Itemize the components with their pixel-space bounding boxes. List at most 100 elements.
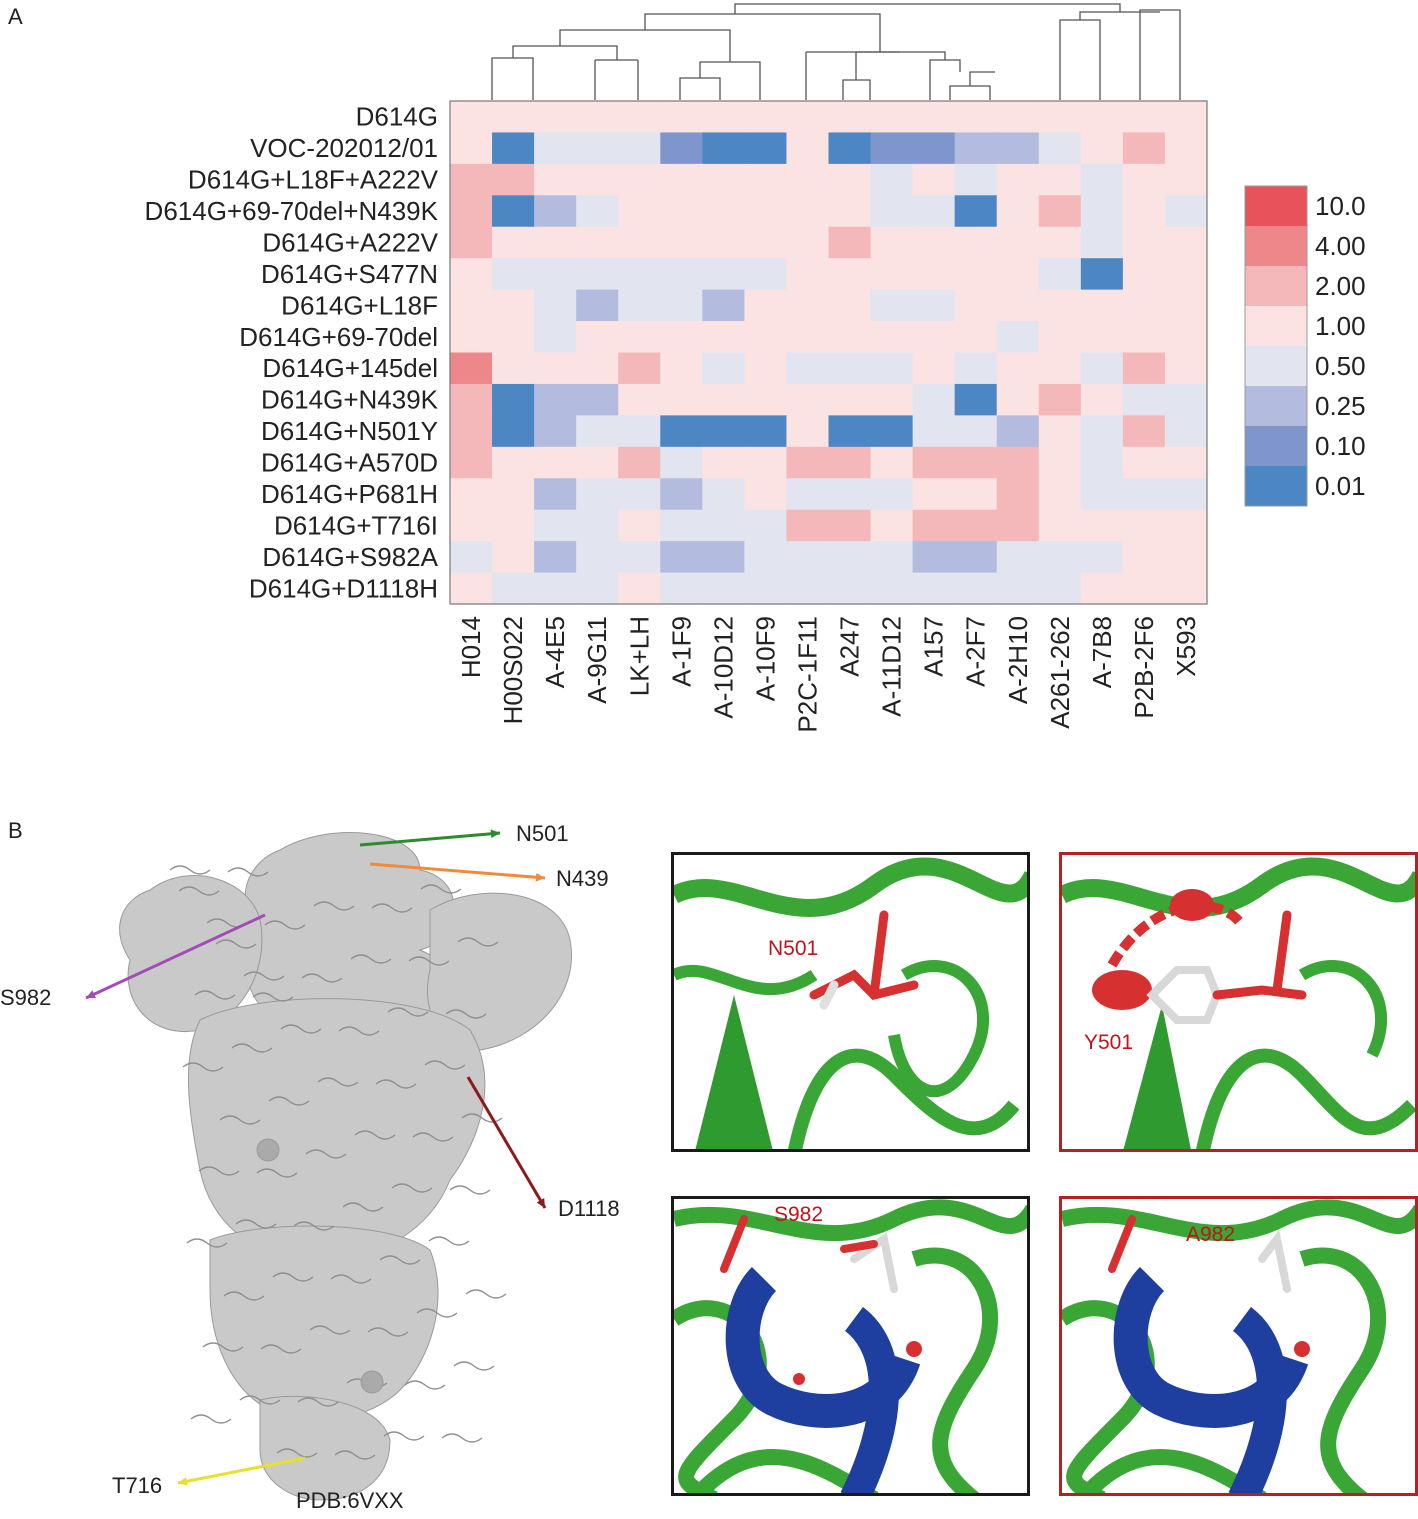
inset-n501: N501: [671, 852, 1030, 1152]
heatmap-cell: [576, 352, 619, 385]
heatmap-cell: [912, 258, 956, 291]
row-label: D614G: [356, 102, 438, 132]
row-label: D614G+145del: [262, 353, 438, 383]
heatmap-cell: [702, 541, 745, 574]
mutation-arrow-head: [490, 829, 500, 839]
heatmap-cell: [1038, 101, 1082, 134]
heatmap-cell: [744, 509, 788, 542]
heatmap-cell: [1122, 572, 1166, 605]
heatmap-cell: [1122, 446, 1166, 479]
heatmap-cell: [492, 321, 535, 354]
heatmap-cell: [1164, 258, 1208, 291]
heatmap-cell: [1122, 541, 1166, 574]
heatmap-cell: [702, 258, 745, 291]
heatmap-cell: [450, 446, 493, 479]
heatmap-cell: [996, 509, 1040, 542]
heatmap-cell: [576, 321, 619, 354]
heatmap-cell: [828, 352, 872, 385]
heatmap-cell: [954, 478, 998, 511]
heatmap-cell: [702, 509, 745, 542]
heatmap-cell: [1038, 258, 1082, 291]
heatmap-cell: [1122, 383, 1166, 416]
heatmap-cell: [618, 352, 661, 385]
dendrogram-branch: [699, 61, 761, 100]
heatmap-cell: [1122, 509, 1166, 542]
heatmap-cell: [534, 321, 577, 354]
protein-strand: [264, 920, 306, 930]
heatmap-cell: [534, 572, 577, 605]
heatmap-cell: [828, 321, 872, 354]
heatmap-cell: [702, 352, 745, 385]
heatmap-cell: [1080, 572, 1124, 605]
heatmap-cell: [1038, 478, 1082, 511]
protein-domain: [209, 1225, 439, 1421]
mutation-arrow-label: S982: [0, 985, 51, 1010]
protein-strand: [297, 1397, 339, 1407]
dendrogram-branch: [1139, 9, 1181, 100]
legend-label: 0.10: [1315, 431, 1366, 461]
heatmap-cell: [1164, 226, 1208, 259]
heatmap-cell: [492, 289, 535, 322]
heatmap-cell: [912, 101, 956, 134]
heatmap-cell: [576, 509, 619, 542]
inset-a982-label: A982: [1186, 1223, 1236, 1246]
mutation-arrow-line: [466, 1076, 547, 1209]
column-label: P2C-1F11: [792, 616, 822, 733]
heatmap-cell: [618, 572, 661, 605]
heatmap-cell: [660, 383, 703, 416]
heatmap-cell: [912, 446, 956, 479]
mutation-arrow-head: [86, 990, 96, 999]
protein-strand: [445, 1009, 487, 1019]
row-label: D614G+N439K: [261, 385, 439, 415]
heatmap-cell: [1164, 163, 1208, 196]
heatmap-cell: [1038, 446, 1082, 479]
heatmap-cell: [1038, 321, 1082, 354]
heatmap-cell: [702, 132, 745, 165]
heatmap-cell: [954, 321, 998, 354]
inset-s982: S982: [671, 1196, 1030, 1496]
heatmap-cell: [870, 321, 914, 354]
heatmap-cell: [912, 321, 956, 354]
heatmap-cell: [912, 383, 956, 416]
heatmap-cell: [534, 383, 577, 416]
heatmap-cell: [618, 132, 661, 165]
row-label: D614G+A222V: [262, 227, 438, 257]
protein-strand: [219, 1115, 261, 1125]
heatmap-cell: [660, 289, 703, 322]
column-label: A261-262: [1045, 616, 1075, 729]
protein-strand: [350, 954, 392, 964]
heatmap-cell: [660, 226, 703, 259]
heatmap-cell: [744, 163, 788, 196]
heatmap-cell: [576, 258, 619, 291]
heatmap-cell: [996, 289, 1040, 322]
heatmap-cell: [954, 446, 998, 479]
heatmap-cell: [660, 195, 703, 228]
protein-strand: [420, 884, 462, 894]
heatmap-cell: [996, 541, 1040, 574]
heatmap-cell: [1164, 572, 1208, 605]
heatmap-cell: [702, 101, 745, 134]
protein-strand: [194, 990, 236, 1000]
heatmap-cell: [912, 478, 956, 511]
heatmap-cell: [954, 163, 998, 196]
heatmap-cell: [660, 352, 703, 385]
inset-s982-render: [674, 1199, 1027, 1493]
heatmap-figure: D614GVOC-202012/01D614G+L18F+A222VD614G+…: [145, 3, 1366, 733]
legend-swatch: [1245, 226, 1307, 267]
heatmap-cell: [450, 352, 493, 385]
heatmap-cell: [912, 163, 956, 196]
inset-a982: A982: [1059, 1196, 1418, 1496]
heatmap-cell: [786, 383, 830, 416]
heatmap-cell: [786, 258, 830, 291]
protein-strand: [330, 1274, 372, 1284]
column-label: A157: [919, 616, 949, 677]
column-label: A-2H10: [1003, 616, 1033, 704]
row-label: D614G+69-70del+N439K: [145, 196, 439, 226]
heatmap-cell: [576, 572, 619, 605]
protein-strand: [453, 1361, 495, 1371]
legend-label: 10.0: [1315, 191, 1366, 221]
protein-helix: [360, 1370, 384, 1394]
heatmap-cell: [660, 258, 703, 291]
mutation-arrows: N501 N439 S982 D1118 T716: [0, 821, 620, 1498]
heatmap-cell: [1038, 352, 1082, 385]
